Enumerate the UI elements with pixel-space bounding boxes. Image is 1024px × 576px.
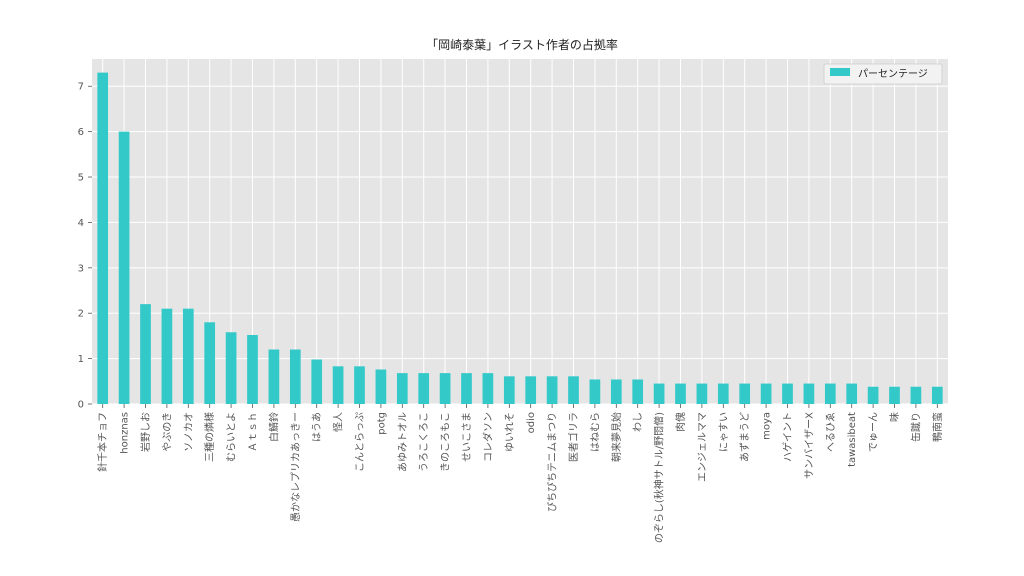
x-tick-label: あずまうど <box>739 412 751 462</box>
bar <box>311 359 323 404</box>
x-tick-label: のぞらし(秋神サトル/野悶僧) <box>653 412 666 543</box>
x-tick-label: へるひゑ <box>825 412 837 452</box>
x-tick-label: やぶのき <box>161 412 173 452</box>
x-tick-label: でゅーん <box>868 412 880 452</box>
x-tick-label: 愚かなレプリカあっきー <box>290 412 302 522</box>
x-axis: 針千本チョフ honznas 岩野しお やぶのき ソノカオ 三種の燐様 むらいとよ Ａｔｓｈ 白… <box>96 404 944 543</box>
bar <box>332 366 344 404</box>
x-tick-label: 朝来夢見始 <box>610 412 623 462</box>
bar <box>97 72 109 405</box>
bar <box>653 383 665 404</box>
x-tick-label: 缶蹴り <box>909 412 922 442</box>
bar <box>568 376 579 404</box>
bar <box>204 322 216 404</box>
legend-box <box>823 63 943 85</box>
x-tick-label: サンバイザーX <box>803 412 815 479</box>
legend-swatch <box>830 68 850 76</box>
x-tick-label: tawasibeat <box>847 412 858 467</box>
bar <box>118 131 130 404</box>
bar <box>889 386 900 404</box>
x-tick-label: honznas <box>120 412 131 454</box>
x-tick-label: あゆみトオル <box>397 412 409 472</box>
x-tick-label: せいこさま <box>461 412 473 462</box>
x-tick-label: こんとらっぷ <box>354 412 366 472</box>
x-tick-label: 肉傀 <box>674 412 687 432</box>
bar <box>182 308 194 404</box>
bar <box>931 386 943 404</box>
y-axis: 0 1 2 3 4 5 6 7 <box>78 82 92 411</box>
x-tick-label: 鴨南蛮 <box>931 412 944 442</box>
bar <box>546 376 558 404</box>
y-tick-label: 4 <box>78 218 84 229</box>
bar <box>696 383 708 404</box>
bar <box>589 379 601 404</box>
x-tick-label: わし <box>632 412 644 432</box>
x-tick-label: potg <box>376 412 387 435</box>
x-tick-label: odio <box>526 412 537 433</box>
bar <box>675 383 686 404</box>
bar <box>354 366 365 404</box>
bar <box>418 373 430 404</box>
bar <box>482 373 494 404</box>
y-tick-label: 3 <box>78 263 84 274</box>
bar <box>910 386 922 404</box>
x-tick-label: むらいとよ <box>226 412 238 462</box>
x-tick-label: にゃすい <box>718 412 730 452</box>
bar <box>461 373 472 404</box>
x-tick-label: Ａｔｓｈ <box>247 412 259 452</box>
bar <box>289 349 301 404</box>
bar <box>867 386 879 404</box>
bar <box>439 373 451 404</box>
y-tick-label: 7 <box>78 82 84 93</box>
x-tick-label: 白鯖鈴 <box>267 412 280 442</box>
bar <box>846 383 858 404</box>
x-tick-label: ぴちぴちテニムまつり <box>547 412 559 512</box>
plot-area <box>92 59 948 404</box>
x-tick-label: 針千本チョフ <box>96 412 109 472</box>
x-tick-label: 怪人 <box>332 412 345 432</box>
x-tick-label: 医者ゴリラ <box>567 412 580 462</box>
y-tick-label: 5 <box>78 173 84 184</box>
bar <box>268 349 280 404</box>
x-tick-label: ハゲイント <box>782 412 794 462</box>
x-tick-label: moya <box>762 412 773 440</box>
bar <box>717 383 729 404</box>
bar <box>803 383 815 404</box>
bar <box>760 383 772 404</box>
legend: パーセンテージ <box>823 63 943 85</box>
bar <box>161 308 173 404</box>
x-tick-label: 味 <box>889 412 901 422</box>
bar <box>375 369 387 404</box>
bar <box>396 373 408 404</box>
x-tick-label: コレダソン <box>481 412 494 462</box>
bar <box>632 379 644 404</box>
bar <box>782 383 793 404</box>
bar <box>739 383 751 404</box>
y-tick-label: 2 <box>78 309 84 320</box>
x-tick-label: はうあ <box>311 412 323 442</box>
x-tick-label: ソノカオ <box>183 412 195 452</box>
x-tick-label: ゆいれそ <box>504 412 516 452</box>
bar <box>247 335 258 404</box>
x-tick-label: 三種の燐様 <box>203 412 216 462</box>
legend-label: パーセンテージ <box>858 68 928 80</box>
bar <box>140 304 151 404</box>
y-tick-label: 6 <box>78 127 84 138</box>
x-tick-label: うろこくろこ <box>418 412 430 472</box>
x-tick-label: エンジェルママ <box>697 412 708 482</box>
chart-title: 「岡崎泰葉」イラスト作者の占拠率 <box>426 37 618 52</box>
y-tick-label: 0 <box>78 400 84 411</box>
bar <box>525 376 537 404</box>
x-tick-label: 岩野しお <box>139 412 152 452</box>
bar <box>824 383 836 404</box>
x-tick-label: はねむら <box>589 412 601 452</box>
bar <box>225 332 237 404</box>
bar <box>503 376 515 404</box>
x-tick-label: きのころもこ <box>440 412 452 472</box>
bar <box>610 379 622 404</box>
y-tick-label: 1 <box>78 354 84 365</box>
bars <box>97 72 943 405</box>
